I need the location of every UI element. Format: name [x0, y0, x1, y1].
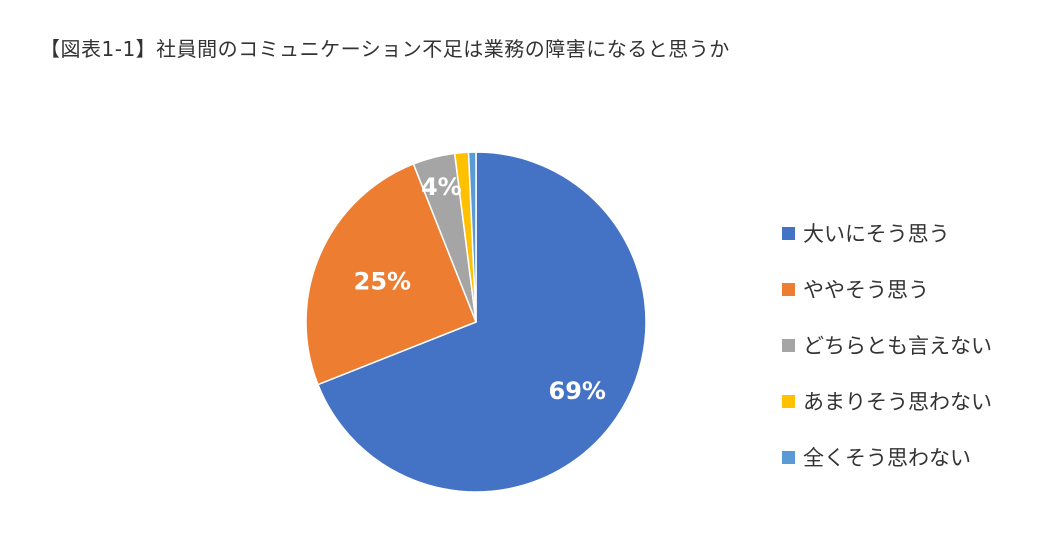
pie-slice-5	[467, 151, 477, 323]
pie-slices	[305, 151, 647, 493]
legend-item-5: 全くそう思わない	[782, 429, 992, 485]
chart-legend: 大いにそう思う ややそう思うどちらとも言えない あまりそう思わない 全くそう思わない	[782, 205, 992, 485]
pie-data-label-3: 4%	[421, 173, 462, 201]
legend-label: ややそう思う	[803, 278, 929, 302]
legend-item-4: あまりそう思わない	[782, 373, 992, 429]
legend-label: 大いにそう思う	[803, 222, 950, 246]
legend-swatch	[782, 282, 795, 296]
legend-swatch	[782, 394, 795, 408]
legend-swatch	[782, 338, 795, 352]
legend-item-3: どちらとも言えない	[782, 317, 992, 373]
pie-data-label-1: 69%	[549, 377, 606, 405]
pie-slice-2	[305, 162, 477, 386]
pie-data-label-2: 25%	[354, 267, 411, 295]
page-title: 【図表1-1】社員間のコミュニケーション不足は業務の障害になると思うか	[40, 37, 730, 61]
pie-data-labels: 69% 25% 4%	[354, 173, 606, 405]
legend-swatch	[782, 450, 795, 464]
legend-label: 全くそう思わない	[803, 446, 971, 470]
pie-slice-1	[316, 151, 647, 493]
legend-label: どちらとも言えない	[803, 334, 992, 358]
legend-item-1: 大いにそう思う	[782, 205, 992, 261]
legend-label: あまりそう思わない	[803, 390, 992, 414]
legend-item-2: ややそう思う	[782, 261, 992, 317]
legend-swatch	[782, 226, 795, 240]
